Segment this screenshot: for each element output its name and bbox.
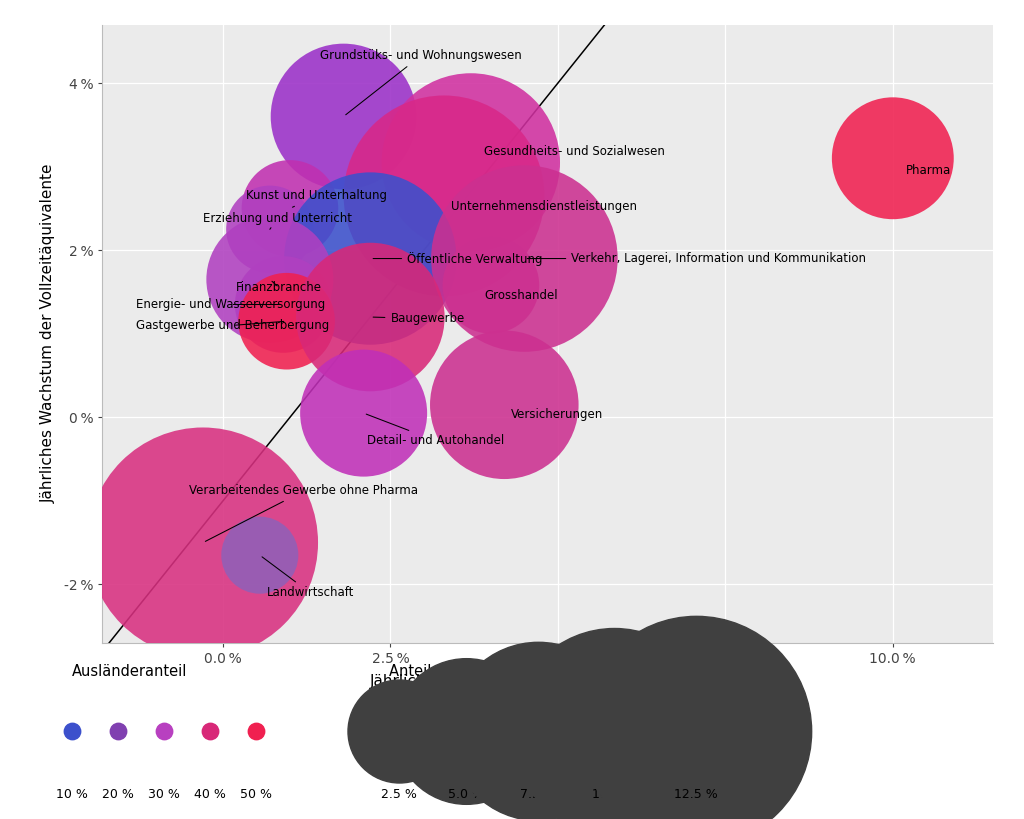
Text: 40 %: 40 %: [194, 788, 226, 801]
Point: [282, 201, 298, 215]
Text: Gastgewerbe und Beherbergung: Gastgewerbe und Beherbergung: [136, 319, 329, 332]
Text: 7.5 %: 7.5 %: [519, 788, 556, 801]
Point: [279, 314, 295, 328]
Text: 2.5 %: 2.5 %: [381, 788, 418, 801]
Text: 20 %: 20 %: [101, 788, 134, 801]
Text: Energie- und Wasserversorgung: Energie- und Wasserversorgung: [136, 298, 326, 311]
Y-axis label: Jährliches Wachstum der Vollzeitäquivalente: Jährliches Wachstum der Vollzeitäquivale…: [41, 164, 55, 504]
Text: Baugewerbe: Baugewerbe: [373, 312, 465, 325]
Text: Ausländeranteil: Ausländeranteil: [72, 664, 187, 679]
Text: Gesundheits- und Sozialwesen: Gesundheits- und Sozialwesen: [484, 145, 665, 158]
Text: Versicherungen: Versicherungen: [511, 409, 603, 421]
Text: Landwirtschaft: Landwirtschaft: [262, 557, 354, 600]
Point: [362, 310, 379, 324]
Point: [436, 189, 453, 202]
Text: Verkehr, Lagerei, Information und Kommunikation: Verkehr, Lagerei, Information und Kommun…: [527, 252, 866, 265]
Point: [262, 223, 279, 236]
Text: Detail- und Autohandel: Detail- und Autohandel: [367, 414, 504, 447]
Point: [496, 398, 512, 411]
Point: [335, 110, 351, 123]
Text: Pharma: Pharma: [906, 165, 951, 177]
Text: 10 %: 10 %: [55, 788, 88, 801]
Text: 50 %: 50 %: [240, 788, 272, 801]
Text: Verarbeitendes Gewerbe ohne Pharma: Verarbeitendes Gewerbe ohne Pharma: [189, 484, 419, 541]
Text: Kunst und Unterhaltung: Kunst und Unterhaltung: [247, 189, 387, 207]
Text: 5.0 %: 5.0 %: [447, 788, 484, 801]
Text: 12.5 %: 12.5 %: [675, 788, 718, 801]
Text: Grosshandel: Grosshandel: [484, 289, 558, 302]
Point: [262, 273, 279, 286]
Point: [355, 406, 372, 419]
Point: [195, 536, 211, 550]
Point: [482, 278, 499, 292]
Point: [362, 252, 379, 265]
Text: 30 %: 30 %: [147, 788, 180, 801]
Text: 10.0 %: 10.0 %: [593, 788, 636, 801]
X-axis label: Jährliches Wachstum der Bruttowertschöpfung: Jährliches Wachstum der Bruttowertschöpf…: [370, 674, 726, 690]
Text: Unternehmensdienstleistungen: Unternehmensdienstleistungen: [451, 200, 637, 213]
Point: [275, 298, 292, 311]
Text: Erziehung und Unterricht: Erziehung und Unterricht: [203, 212, 352, 229]
Point: [516, 252, 532, 265]
Text: Grundstüks- und Wohnungswesen: Grundstüks- und Wohnungswesen: [321, 49, 522, 115]
Text: Anteil am BIP: Anteil am BIP: [389, 664, 486, 679]
Point: [252, 549, 268, 562]
Point: [463, 156, 479, 169]
Point: [885, 152, 901, 165]
Text: Öffentliche Verwaltung: Öffentliche Verwaltung: [373, 251, 543, 265]
Text: Finanzbranche: Finanzbranche: [237, 281, 323, 294]
